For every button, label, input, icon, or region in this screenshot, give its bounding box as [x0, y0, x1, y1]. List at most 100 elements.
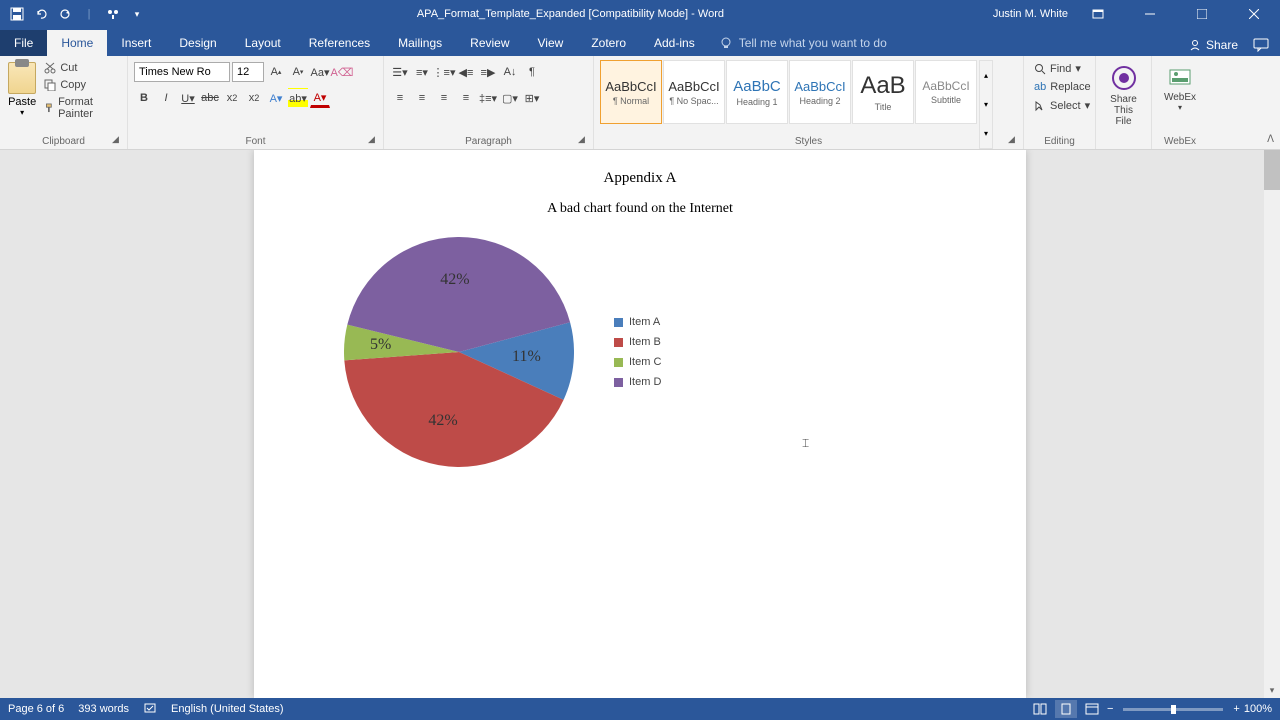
- redo-icon[interactable]: [54, 3, 76, 25]
- tab-layout[interactable]: Layout: [231, 30, 295, 56]
- tab-mailings[interactable]: Mailings: [384, 30, 456, 56]
- maximize-icon[interactable]: [1180, 0, 1224, 28]
- page[interactable]: Appendix A A bad chart found on the Inte…: [254, 150, 1026, 698]
- legend-label: Item D: [629, 376, 661, 388]
- tab-home[interactable]: Home: [47, 30, 107, 56]
- tab-references[interactable]: References: [295, 30, 384, 56]
- zoom-level[interactable]: 100%: [1244, 703, 1272, 715]
- style-item[interactable]: AaBbCcISubtitle: [915, 60, 977, 124]
- shrink-font-icon[interactable]: A▾: [288, 62, 308, 82]
- qat-more-icon[interactable]: ▾: [126, 3, 148, 25]
- copy-button[interactable]: Copy: [40, 77, 121, 93]
- read-mode-icon[interactable]: [1029, 700, 1051, 718]
- zoom-slider[interactable]: [1123, 708, 1223, 711]
- minimize-icon[interactable]: [1128, 0, 1172, 28]
- titlebar: | ▾ APA_Format_Template_Expanded [Compat…: [0, 0, 1280, 28]
- justify-icon[interactable]: ≡: [456, 88, 476, 108]
- tell-me-search[interactable]: Tell me what you want to do: [709, 30, 897, 56]
- find-button[interactable]: Find ▾: [1030, 60, 1095, 77]
- sort-icon[interactable]: A↓: [500, 62, 520, 82]
- group-paragraph: ☰▾ ≡▾ ⋮≡▾ ◀≡ ≡▶ A↓ ¶ ≡ ≡ ≡ ≡ ‡≡▾ ▢▾ ⊞▾: [384, 56, 594, 149]
- zoom-in-icon[interactable]: +: [1233, 703, 1239, 715]
- tab-view[interactable]: View: [524, 30, 578, 56]
- zoom-out-icon[interactable]: −: [1107, 703, 1113, 715]
- bullets-icon[interactable]: ☰▾: [390, 62, 410, 82]
- clear-format-icon[interactable]: A⌫: [332, 62, 352, 82]
- tab-zotero[interactable]: Zotero: [577, 30, 640, 56]
- window-title: APA_Format_Template_Expanded [Compatibil…: [148, 8, 993, 20]
- highlight-icon[interactable]: ab▾: [288, 88, 308, 108]
- multilevel-icon[interactable]: ⋮≡▾: [434, 62, 454, 82]
- italic-button[interactable]: I: [156, 88, 176, 108]
- styles-launcher[interactable]: ◢: [1008, 134, 1020, 146]
- vertical-scrollbar[interactable]: ▴ ▾: [1264, 150, 1280, 698]
- qat-sep: |: [78, 3, 100, 25]
- clipboard-launcher[interactable]: ◢: [112, 134, 124, 146]
- style-item[interactable]: AaBbCHeading 1: [726, 60, 788, 124]
- numbering-icon[interactable]: ≡▾: [412, 62, 432, 82]
- undo-icon[interactable]: [30, 3, 52, 25]
- ribbon-tabs: File HomeInsertDesignLayoutReferencesMai…: [0, 28, 1280, 56]
- style-item[interactable]: AaBbCcI¶ No Spac...: [663, 60, 725, 124]
- font-size-select[interactable]: [232, 62, 264, 82]
- save-icon[interactable]: [6, 3, 28, 25]
- web-layout-icon[interactable]: [1081, 700, 1103, 718]
- share-button[interactable]: Share: [1180, 34, 1246, 56]
- scrollbar-thumb[interactable]: [1264, 150, 1280, 190]
- grow-font-icon[interactable]: A▴: [266, 62, 286, 82]
- webex-button[interactable]: WebEx ▾: [1158, 60, 1202, 116]
- style-item[interactable]: AaBbCcI¶ Normal: [600, 60, 662, 124]
- style-item[interactable]: AaBbCcIHeading 2: [789, 60, 851, 124]
- font-color-icon[interactable]: A▾: [310, 88, 330, 108]
- subscript-button[interactable]: x2: [222, 88, 242, 108]
- close-icon[interactable]: [1232, 0, 1276, 28]
- group-share-file: ShareThis File: [1096, 56, 1152, 149]
- strike-button[interactable]: abc: [200, 88, 220, 108]
- align-left-icon[interactable]: ≡: [390, 88, 410, 108]
- increase-indent-icon[interactable]: ≡▶: [478, 62, 498, 82]
- decrease-indent-icon[interactable]: ◀≡: [456, 62, 476, 82]
- paragraph-launcher[interactable]: ◢: [578, 134, 590, 146]
- style-item[interactable]: AaBTitle: [852, 60, 914, 124]
- comments-icon[interactable]: [1250, 34, 1272, 56]
- search-icon: [1034, 63, 1046, 75]
- tab-review[interactable]: Review: [456, 30, 523, 56]
- language-indicator[interactable]: English (United States): [171, 703, 284, 715]
- word-count[interactable]: 393 words: [78, 703, 129, 715]
- underline-button[interactable]: U▾: [178, 88, 198, 108]
- print-layout-icon[interactable]: [1055, 700, 1077, 718]
- touch-mode-icon[interactable]: [102, 3, 124, 25]
- replace-button[interactable]: abReplace: [1030, 79, 1095, 95]
- share-file-button[interactable]: ShareThis File: [1102, 60, 1145, 131]
- change-case-icon[interactable]: Aa▾: [310, 62, 330, 82]
- collapse-ribbon-icon[interactable]: ᐱ: [1267, 134, 1274, 145]
- superscript-button[interactable]: x2: [244, 88, 264, 108]
- show-marks-icon[interactable]: ¶: [522, 62, 542, 82]
- format-painter-button[interactable]: Format Painter: [40, 94, 121, 122]
- styles-gallery[interactable]: AaBbCcI¶ NormalAaBbCcI¶ No Spac...AaBbCH…: [600, 60, 977, 124]
- tab-design[interactable]: Design: [165, 30, 230, 56]
- pie-chart: 11%42%5%42% Item AItem BItem CItem D: [344, 237, 966, 467]
- spell-check-icon[interactable]: [143, 701, 157, 718]
- align-center-icon[interactable]: ≡: [412, 88, 432, 108]
- line-spacing-icon[interactable]: ‡≡▾: [478, 88, 498, 108]
- tab-add-ins[interactable]: Add-ins: [640, 30, 709, 56]
- borders-icon[interactable]: ⊞▾: [522, 88, 542, 108]
- tab-file[interactable]: File: [0, 30, 47, 56]
- document-area: Appendix A A bad chart found on the Inte…: [0, 150, 1280, 698]
- font-launcher[interactable]: ◢: [368, 134, 380, 146]
- align-right-icon[interactable]: ≡: [434, 88, 454, 108]
- bold-button[interactable]: B: [134, 88, 154, 108]
- page-indicator[interactable]: Page 6 of 6: [8, 703, 64, 715]
- scroll-down-icon[interactable]: ▾: [1264, 682, 1280, 698]
- legend-swatch: [614, 338, 623, 347]
- cut-button[interactable]: Cut: [40, 60, 121, 76]
- ribbon-options-icon[interactable]: [1076, 0, 1120, 28]
- text-effects-icon[interactable]: A▾: [266, 88, 286, 108]
- shading-icon[interactable]: ▢▾: [500, 88, 520, 108]
- pie-slice-label: 42%: [440, 271, 469, 289]
- webex-icon: [1166, 64, 1194, 92]
- tab-insert[interactable]: Insert: [107, 30, 165, 56]
- select-button[interactable]: Select ▾: [1030, 97, 1095, 114]
- font-family-select[interactable]: [134, 62, 230, 82]
